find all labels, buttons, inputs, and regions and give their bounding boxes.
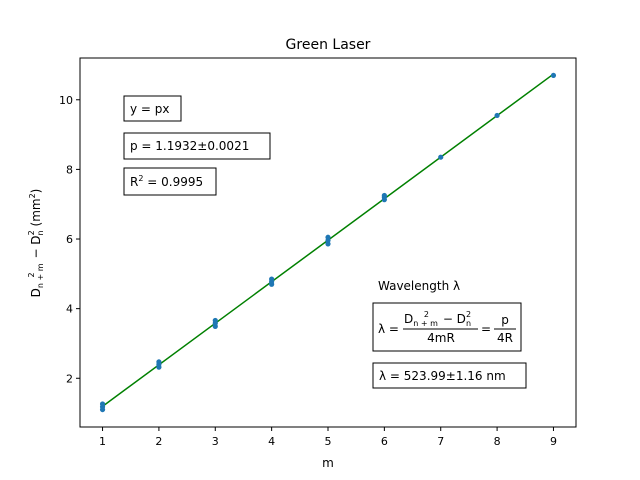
x-tick-label: 4 (268, 435, 275, 448)
data-point (325, 234, 331, 240)
y-tick-label: 4 (66, 303, 73, 316)
wavelength-heading: Wavelength λ (378, 279, 460, 293)
x-tick-label: 9 (550, 435, 557, 448)
formula-lambda: λ = (378, 322, 399, 336)
x-tick-label: 7 (437, 435, 444, 448)
y-label-sup2: 2 (27, 230, 36, 235)
x-tick-label: 6 (381, 435, 388, 448)
y-tick-label: 6 (66, 233, 73, 246)
x-axis-label: m (322, 456, 334, 470)
data-point (269, 276, 275, 282)
data-point (212, 317, 218, 324)
r-squared-box (123, 167, 217, 196)
x-tick-label: 5 (325, 435, 332, 448)
y-label-sub1: n + m (36, 263, 45, 288)
model-text: y = px (130, 102, 170, 116)
p-value-text: p = 1.1932±0.0021 (130, 139, 249, 153)
data-points (99, 72, 557, 413)
model-box (123, 95, 182, 122)
data-point (494, 112, 500, 119)
p-value-box (123, 132, 271, 160)
y-axis-label: Dn + m2 − Dn2 (mm2) (27, 189, 45, 298)
x-tick-label: 1 (99, 435, 106, 448)
x-tick-label: 2 (155, 435, 162, 448)
formula-box (372, 302, 522, 352)
formula-equals: = (481, 322, 491, 336)
y-tick-label: 8 (66, 163, 73, 176)
y-tick-label: 2 (66, 372, 73, 385)
data-point (381, 192, 387, 199)
x-tick-label: 8 (494, 435, 501, 448)
y-tick-label: 10 (59, 94, 73, 107)
data-point (156, 359, 162, 365)
formula-numerator-2: p (501, 313, 509, 327)
y-axis-ticks: 2 4 6 8 10 (59, 94, 80, 385)
data-point (438, 154, 444, 160)
data-point (99, 401, 106, 407)
formula-denominator-2: 4R (497, 331, 513, 345)
x-tick-label: 3 (212, 435, 219, 448)
y-label-sub2: n (36, 230, 45, 235)
y-label-sup3: 2 (28, 193, 37, 198)
r-squared-text: R2 = 0.9995 (130, 174, 203, 189)
result-text: λ = 523.99±1.16 nm (379, 369, 506, 383)
formula-numerator: Dn + m2 − Dn2 (404, 310, 471, 328)
chart-title: Green Laser (286, 37, 371, 53)
data-point (550, 72, 557, 79)
x-axis-ticks: 1 2 3 4 5 6 7 8 9 (99, 427, 557, 448)
result-box (372, 362, 527, 389)
formula-denominator-1: 4mR (427, 331, 455, 345)
y-label-sup1: 2 (27, 272, 36, 277)
